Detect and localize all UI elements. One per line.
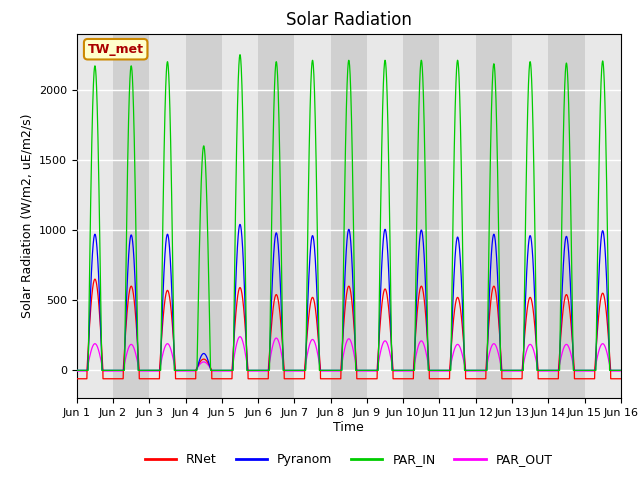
- PAR_OUT: [616, 368, 624, 374]
- PAR_IN: [617, 368, 625, 373]
- Line: PAR_IN: PAR_IN: [77, 55, 621, 371]
- PAR_OUT: [441, 368, 449, 374]
- Pyranom: [617, 368, 625, 373]
- RNet: [617, 376, 625, 382]
- PAR_IN: [236, 52, 244, 58]
- Legend: RNet, Pyranom, PAR_IN, PAR_OUT: RNet, Pyranom, PAR_IN, PAR_OUT: [140, 448, 557, 471]
- Pyranom: [329, 368, 337, 373]
- PAR_IN: [73, 368, 81, 373]
- Bar: [331, 34, 367, 398]
- PAR_OUT: [73, 368, 81, 374]
- PAR_OUT: [329, 368, 337, 374]
- Bar: [186, 34, 222, 398]
- Title: Solar Radiation: Solar Radiation: [286, 11, 412, 29]
- Bar: [621, 34, 640, 398]
- Y-axis label: Solar Radiation (W/m2, uE/m2/s): Solar Radiation (W/m2, uE/m2/s): [20, 114, 33, 318]
- Pyranom: [73, 368, 81, 373]
- Line: RNet: RNet: [77, 279, 621, 379]
- X-axis label: Time: Time: [333, 421, 364, 434]
- PAR_OUT: [236, 334, 244, 339]
- PAR_IN: [329, 368, 337, 373]
- PAR_OUT: [617, 368, 625, 374]
- Bar: [113, 34, 149, 398]
- Line: Pyranom: Pyranom: [77, 225, 621, 371]
- PAR_OUT: [471, 368, 479, 374]
- RNet: [471, 376, 479, 382]
- Pyranom: [502, 368, 509, 373]
- RNet: [329, 376, 337, 382]
- Pyranom: [171, 364, 179, 370]
- RNet: [502, 376, 509, 382]
- PAR_IN: [441, 368, 449, 373]
- Pyranom: [441, 368, 449, 373]
- PAR_IN: [616, 368, 624, 373]
- Bar: [476, 34, 512, 398]
- Line: PAR_OUT: PAR_OUT: [77, 336, 621, 371]
- PAR_IN: [502, 368, 509, 373]
- PAR_IN: [471, 368, 479, 373]
- PAR_OUT: [502, 368, 509, 374]
- RNet: [73, 376, 81, 382]
- Bar: [548, 34, 584, 398]
- RNet: [441, 376, 449, 382]
- RNet: [171, 355, 179, 361]
- Text: TW_met: TW_met: [88, 43, 144, 56]
- Pyranom: [616, 368, 624, 373]
- RNet: [91, 276, 99, 282]
- Bar: [403, 34, 440, 398]
- Pyranom: [236, 222, 244, 228]
- PAR_OUT: [171, 363, 179, 369]
- Pyranom: [471, 368, 479, 373]
- RNet: [616, 376, 624, 382]
- PAR_IN: [171, 368, 179, 373]
- Bar: [258, 34, 294, 398]
